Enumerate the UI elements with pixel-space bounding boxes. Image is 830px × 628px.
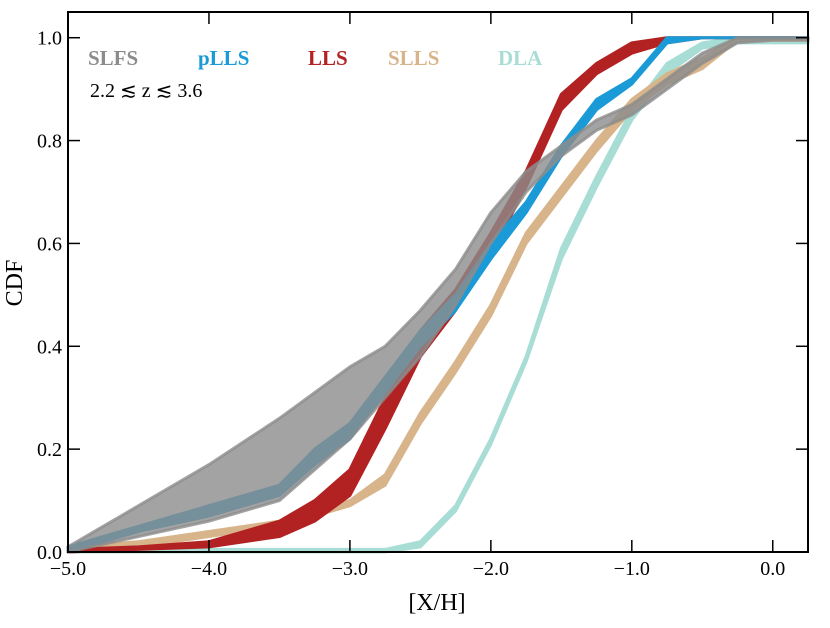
band: [66, 36, 810, 554]
legend-label: DLA: [498, 46, 543, 70]
y-tick-label: 1.0: [37, 28, 62, 50]
legend-label: LLS: [308, 46, 348, 70]
x-tick-label: −2.0: [473, 558, 509, 580]
y-tick-label: 0.6: [37, 233, 62, 255]
y-tick-label: 0.4: [37, 336, 62, 358]
legend-label: SLLS: [388, 46, 439, 70]
annotation: 2.2 ≲ z ≲ 3.6: [90, 80, 202, 102]
x-axis-label: [X/H]: [408, 590, 465, 616]
plot-frame: [67, 11, 809, 553]
x-tick-label: −1.0: [614, 558, 650, 580]
y-tick-label: 0.0: [37, 542, 62, 564]
y-tick-label: 0.8: [37, 131, 62, 153]
x-tick-label: −3.0: [332, 558, 368, 580]
x-tick-label: −5.0: [50, 558, 86, 580]
legend-label: SLFS: [88, 46, 138, 70]
x-tick-label: −4.0: [191, 558, 227, 580]
y-tick-label: 0.2: [37, 439, 62, 461]
legend-label: pLLS: [198, 46, 249, 70]
y-axis-label: CDF: [2, 260, 28, 307]
x-tick-label: 0.0: [760, 558, 785, 580]
